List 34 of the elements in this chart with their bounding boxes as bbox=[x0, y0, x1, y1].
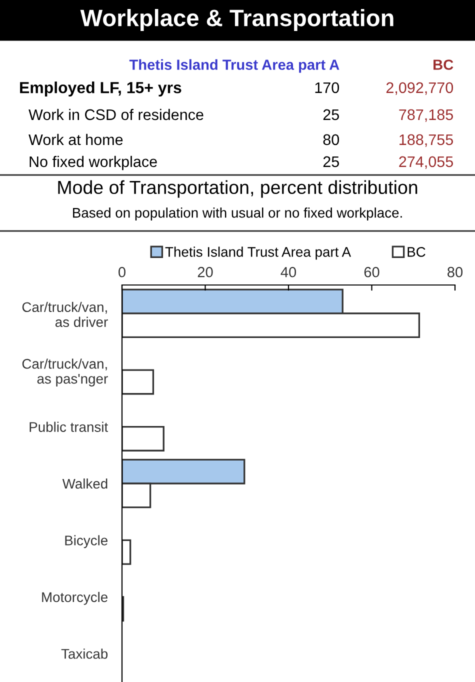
text: 80 bbox=[323, 134, 340, 146]
legend-label: Thetis Island Trust Area part A bbox=[165, 246, 352, 260]
y-tick-label: Car/truck/van, as pas'nger bbox=[22, 358, 108, 386]
bar bbox=[122, 369, 154, 395]
text: Work at home bbox=[28, 134, 123, 146]
text: 25 bbox=[323, 156, 339, 168]
y-tick-label: Car/truck/van, as driver bbox=[22, 302, 108, 328]
text: 787,185 bbox=[399, 109, 453, 122]
text: Work in CSD of residence bbox=[28, 108, 204, 120]
text: 25 bbox=[323, 109, 339, 120]
bar bbox=[122, 426, 164, 452]
text: Employed LF, 15+ yrs bbox=[20, 82, 182, 96]
text: Workplace & Transportation bbox=[80, 8, 394, 32]
x-tick-label: 60 bbox=[364, 266, 380, 278]
legend-label: BC bbox=[408, 247, 426, 257]
text: BC bbox=[434, 60, 454, 70]
bar bbox=[122, 539, 132, 565]
y-tick-label: Motorcycle bbox=[42, 592, 108, 605]
x-tick-label: 40 bbox=[280, 266, 296, 278]
x-tick-label: 80 bbox=[448, 266, 463, 278]
x-tick-label: 20 bbox=[198, 266, 213, 278]
x-tick-label: 0 bbox=[118, 266, 126, 278]
text: 188,755 bbox=[400, 134, 453, 147]
y-tick-label: Taxicab bbox=[61, 648, 108, 659]
chart-title: Mode of Transportation, percent distribution bbox=[58, 180, 418, 198]
chart-subtitle: Based on population with usual or no fixed workplace. bbox=[73, 208, 402, 220]
y-tick-label: Walked bbox=[62, 478, 108, 489]
text: 2,092,770 bbox=[386, 82, 454, 95]
text: 274,055 bbox=[399, 156, 453, 169]
y-tick-label: Bicycle bbox=[65, 535, 108, 548]
text: Thetis Island Trust Area part A bbox=[129, 59, 340, 73]
text: 170 bbox=[315, 82, 340, 94]
text: No fixed workplace bbox=[30, 156, 157, 170]
y-tick-label: Public transit bbox=[30, 422, 108, 432]
